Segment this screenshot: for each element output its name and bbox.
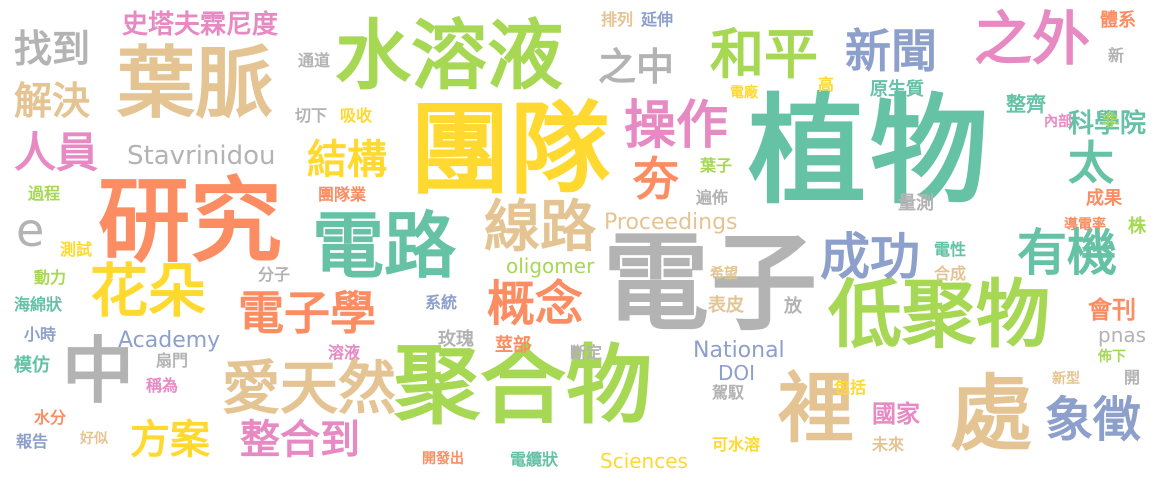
word: 國家: [872, 400, 920, 428]
word: 人員: [14, 128, 99, 177]
word: 內部: [1044, 114, 1072, 130]
word: 成果: [1086, 188, 1122, 209]
word: 稱為: [146, 376, 179, 395]
word: 延伸: [641, 10, 674, 29]
word: 團隊業: [318, 185, 367, 204]
word: 報告: [16, 432, 49, 451]
word: 解決: [14, 79, 91, 123]
word: 小時: [24, 325, 57, 344]
word: 量測: [898, 193, 934, 214]
word: 包括: [834, 378, 867, 397]
word: 導電率: [1064, 217, 1106, 233]
word: 之中: [598, 45, 675, 89]
word: 找到: [14, 27, 91, 71]
word: e: [16, 203, 45, 257]
word: 非: [1102, 111, 1119, 130]
word: 整合到: [240, 417, 360, 463]
word: 成功: [820, 228, 920, 286]
word: 合成: [934, 264, 967, 283]
word: 過程: [28, 184, 61, 203]
word: 結構: [307, 137, 387, 183]
word: 扇門: [156, 351, 189, 370]
word: 吸收: [340, 106, 373, 125]
word: 葉脈: [117, 39, 274, 129]
word: 系統: [425, 293, 458, 312]
word: 會刊: [1088, 296, 1136, 324]
word: 操作: [624, 96, 729, 156]
word: 好似: [80, 431, 108, 447]
word: 分子: [258, 265, 291, 284]
word: Stavrinidou: [127, 141, 276, 171]
word: 遍佈: [696, 188, 729, 207]
word: 溶液: [328, 343, 361, 362]
word: 海綿狀: [14, 295, 63, 314]
word: 太: [1068, 136, 1114, 190]
word: 處: [950, 367, 1033, 462]
word: 研究: [98, 168, 283, 275]
word: Sciences: [600, 449, 688, 473]
word: Proceedings: [604, 210, 738, 235]
word: oligomer: [506, 254, 595, 278]
word: 未來: [872, 435, 905, 454]
word: 表皮: [708, 295, 744, 316]
word: 體系: [1100, 10, 1136, 31]
word: 希望: [710, 266, 738, 282]
word: 通道: [298, 51, 331, 70]
word: 株: [1128, 216, 1146, 237]
word: 象徵: [1045, 392, 1142, 448]
word: 佈下: [1098, 349, 1126, 365]
word: 夯: [633, 152, 679, 206]
word: 駕馭: [712, 383, 745, 402]
word: 有機: [1017, 224, 1117, 282]
word: 開發出: [422, 451, 464, 467]
word: 切下: [295, 106, 328, 125]
word: pnas: [1098, 323, 1147, 347]
word: 團隊: [410, 91, 610, 208]
word: 電子學: [238, 286, 376, 340]
word: 方案: [130, 417, 210, 463]
word: 動力: [34, 268, 67, 287]
word: 玫瑰: [438, 329, 474, 350]
word: 模仿: [14, 355, 50, 376]
word: 電廠: [730, 85, 758, 101]
word: 新聞: [845, 24, 937, 78]
word: 電性: [934, 240, 967, 259]
word: 新: [1108, 46, 1125, 65]
word: 科學院: [1068, 109, 1147, 139]
word: 排列: [601, 10, 634, 29]
word: 測試: [60, 240, 93, 259]
word: 植物: [748, 82, 993, 220]
word: 整齊: [1006, 92, 1046, 116]
word: 莖部: [495, 335, 531, 356]
word: 愛天然: [222, 354, 397, 422]
word: 聚合物: [394, 336, 652, 436]
word: 電子: [603, 222, 819, 345]
word: 線路: [484, 195, 596, 260]
word: 中: [62, 329, 135, 413]
word: 水溶液: [335, 11, 563, 100]
word: 低聚物: [828, 272, 1050, 358]
word: 概念: [487, 276, 584, 332]
word: 史塔夫霖尼度: [122, 10, 279, 40]
word: 葉子: [700, 156, 733, 175]
word: National: [693, 338, 785, 363]
word: 之外: [974, 5, 1091, 73]
word: 斷定: [570, 343, 603, 362]
word: 電路: [312, 204, 457, 288]
word: 電纜狀: [510, 450, 559, 469]
word: Academy: [118, 328, 221, 353]
word: 原生質: [870, 79, 924, 100]
word: 開: [1124, 368, 1141, 387]
word: 和平: [710, 23, 818, 86]
word: 水分: [34, 408, 67, 427]
word: DOI: [718, 361, 756, 385]
word: 高: [818, 75, 835, 94]
word: 花朵: [90, 257, 207, 325]
word: 可水溶: [712, 435, 761, 454]
word: 放: [784, 296, 802, 317]
word: 新型: [1052, 371, 1080, 387]
word: 裡: [778, 364, 854, 453]
